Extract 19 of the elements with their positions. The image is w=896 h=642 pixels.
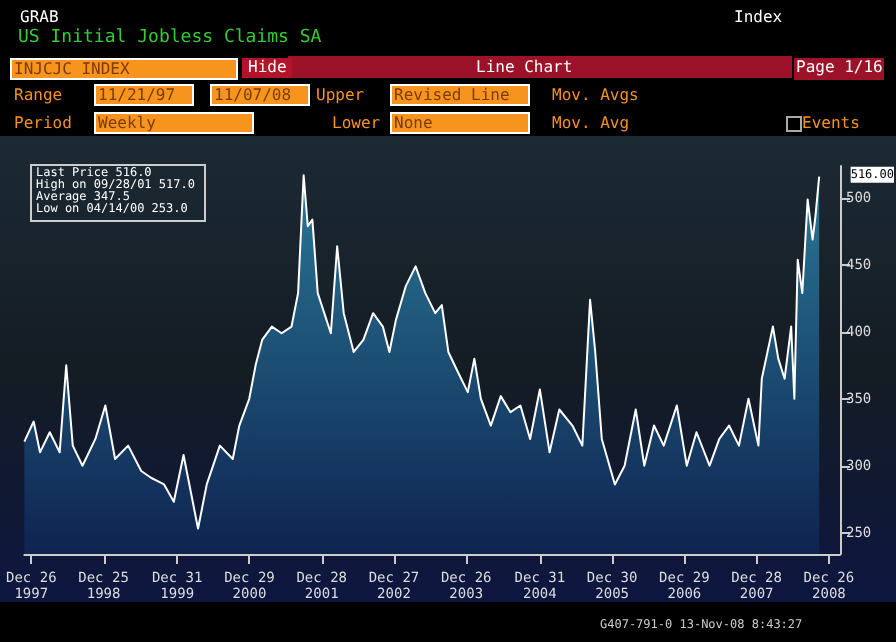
text: Weekly <box>94 112 254 134</box>
text: GRAB <box>20 8 59 28</box>
text: Line Chart <box>476 58 573 78</box>
text: Range <box>14 86 63 106</box>
chart-title: US Initial Jobless Claims SA <box>18 28 322 48</box>
text: Mov. Avg <box>552 114 630 134</box>
text: Hide <box>242 58 293 78</box>
text: Page 1/16 <box>794 58 885 80</box>
text: Period <box>14 114 72 134</box>
text: Mov. Avgs <box>552 86 639 106</box>
text: Upper <box>316 86 365 106</box>
text: 11/21/97 <box>94 84 194 106</box>
text: Events <box>802 114 860 134</box>
text: INJCJC INDEX <box>10 58 238 80</box>
text: None <box>390 112 530 134</box>
text: Index <box>734 8 783 28</box>
text: 11/07/08 <box>210 84 310 106</box>
text: Revised Line <box>390 84 530 106</box>
text: Lower <box>332 114 381 134</box>
